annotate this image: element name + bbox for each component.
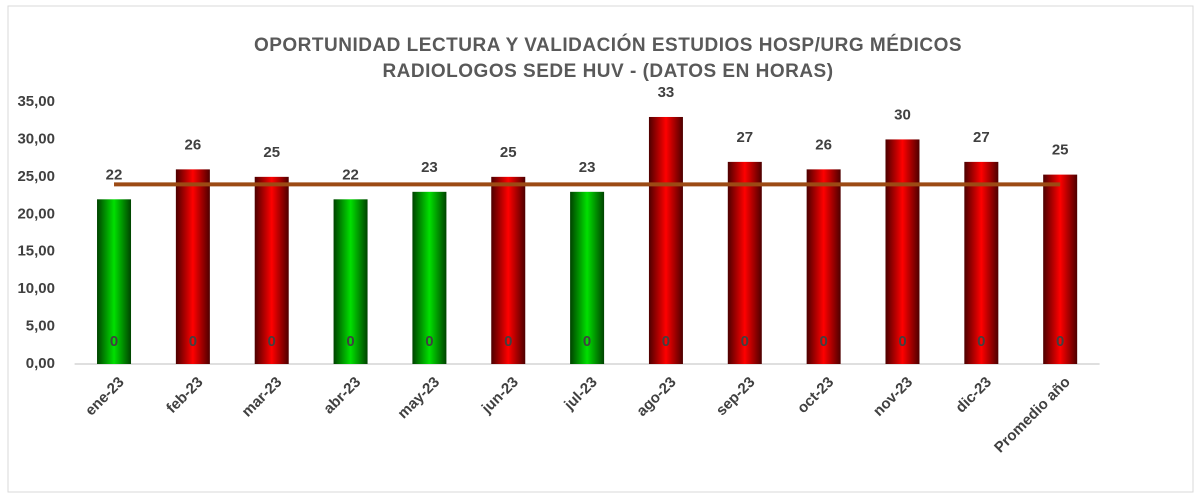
- data-label: 0: [110, 333, 118, 350]
- data-label: 22: [342, 166, 359, 183]
- bar: [491, 176, 526, 364]
- data-label: 0: [583, 333, 591, 350]
- data-label: 25: [500, 144, 517, 161]
- data-label: 26: [815, 136, 832, 153]
- data-label: 0: [189, 333, 197, 350]
- y-tick-label: 5,00: [26, 318, 55, 335]
- data-label: 0: [819, 333, 827, 350]
- data-label: 27: [736, 129, 753, 146]
- data-label: 27: [973, 129, 990, 146]
- data-label: 0: [346, 333, 354, 350]
- bar: [412, 191, 447, 364]
- y-tick-label: 10,00: [17, 280, 55, 297]
- data-label: 33: [658, 84, 675, 101]
- y-tick-label: 20,00: [17, 205, 55, 222]
- bar: [648, 116, 683, 364]
- bar: [254, 176, 289, 364]
- data-label: 23: [579, 159, 596, 176]
- chart-title: RADIOLOGOS SEDE HUV - (DATOS EN HORAS): [382, 61, 833, 82]
- y-tick-label: 30,00: [17, 130, 55, 147]
- data-label: 22: [106, 166, 123, 183]
- chart-title: OPORTUNIDAD LECTURA Y VALIDACIÓN ESTUDIO…: [254, 34, 962, 56]
- data-label: 0: [898, 333, 906, 350]
- data-label: 0: [504, 333, 512, 350]
- bar: [570, 191, 605, 364]
- y-tick-label: 25,00: [17, 168, 55, 185]
- bar: [333, 199, 368, 364]
- y-tick-label: 35,00: [17, 93, 55, 110]
- data-label: 30: [894, 106, 911, 123]
- bar: [885, 139, 920, 364]
- data-label: 0: [268, 333, 276, 350]
- y-tick-label: 15,00: [17, 243, 55, 260]
- data-label: 0: [1056, 333, 1064, 350]
- data-label: 23: [421, 159, 438, 176]
- bar: [97, 199, 132, 364]
- bar: [175, 169, 210, 364]
- bar: [727, 161, 762, 364]
- data-label: 0: [741, 333, 749, 350]
- data-label: 0: [425, 333, 433, 350]
- bar: [1043, 174, 1078, 364]
- data-label: 25: [1052, 142, 1069, 159]
- y-tick-label: 0,00: [26, 355, 55, 372]
- bar: [964, 161, 999, 364]
- bar: [806, 169, 841, 364]
- data-label: 26: [185, 136, 202, 153]
- data-label: 0: [662, 333, 670, 350]
- data-label: 25: [263, 144, 280, 161]
- data-label: 0: [977, 333, 985, 350]
